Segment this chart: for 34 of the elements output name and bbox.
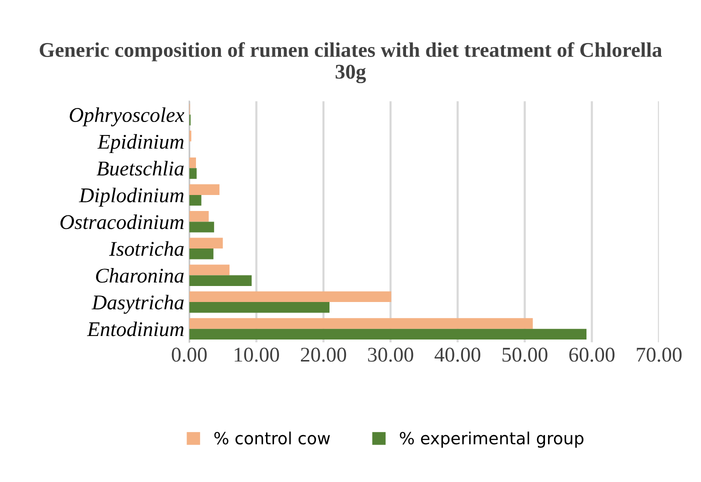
y-tick-label: Charonina (96, 268, 184, 283)
bar (189, 157, 196, 168)
x-tick-label: 60.00 (569, 348, 614, 362)
y-tick-label: Entodinium (86, 322, 184, 336)
x-tick-label: 50.00 (502, 348, 548, 362)
bar (189, 194, 202, 206)
y-tick-label: Dasytricha (92, 294, 184, 314)
x-tick-label: 20.00 (300, 348, 346, 362)
x-tick-label: 10.00 (234, 348, 280, 362)
bar (189, 318, 533, 329)
x-tick-label: 30.00 (368, 348, 414, 362)
bar (189, 222, 214, 232)
x-tick-label: 40.00 (434, 348, 480, 362)
bar (189, 168, 197, 179)
x-tick-label: 0.00 (172, 348, 207, 362)
y-tick-label: Isotricha (109, 241, 184, 256)
bar (189, 211, 209, 222)
y-tick-label: Buetschlia (96, 160, 184, 176)
chart-title: Generic composition of rumen ciliates with diet treatment of Chlorella 30g (40, 42, 662, 84)
x-tick-label: 70.00 (636, 348, 682, 362)
bar (189, 238, 223, 248)
legend-label: % control cow (214, 432, 330, 444)
legend-label: % experimental group (400, 432, 584, 448)
bar (189, 248, 214, 260)
bar (189, 264, 230, 276)
y-tick-label: Ostracodinium (60, 214, 184, 230)
y-tick-label: Ophryoscolex (70, 107, 184, 126)
bar (189, 184, 220, 195)
y-tick-label: Epidinium (97, 134, 184, 154)
bar (189, 275, 252, 286)
bar (189, 291, 392, 302)
bar (189, 328, 586, 340)
y-tick-label: Diplodinium (78, 188, 184, 207)
bar (189, 302, 330, 313)
